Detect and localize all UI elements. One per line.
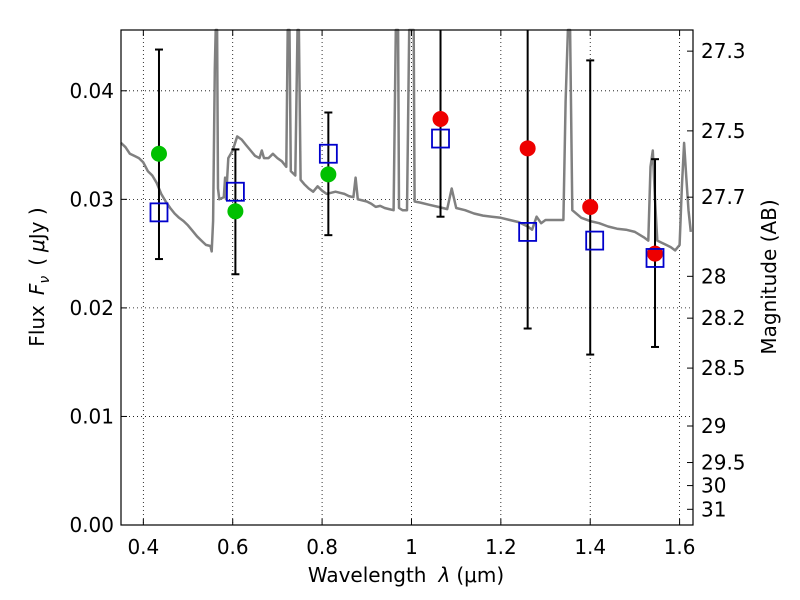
green-circle-point-1 <box>227 203 244 220</box>
red-circle-point-2 <box>582 198 599 215</box>
mag-tick-label: 30 <box>701 474 726 498</box>
x-tick-label: 0.4 <box>127 535 159 559</box>
red-circle-point-0 <box>432 111 449 128</box>
model-point-0 <box>149 202 169 223</box>
y-axis-label-right: Magnitude (AB) <box>757 199 781 354</box>
mag-tick-label: 28.2 <box>701 306 746 330</box>
mag-tick-label: 31 <box>701 497 726 521</box>
y-tick-label: 0.01 <box>69 404 114 428</box>
model-point-2 <box>318 143 338 164</box>
mag-tick-label: 28 <box>701 264 726 288</box>
mag-tick-label: 29 <box>701 414 726 438</box>
mag-tick-label: 29.5 <box>701 451 746 475</box>
model-point-6 <box>645 248 665 268</box>
mag-tick-label: 27.3 <box>701 39 746 63</box>
red-circle-point-3 <box>647 245 664 262</box>
x-tick-label: 1 <box>405 535 418 559</box>
model-point-3 <box>431 128 450 149</box>
red-circle-point-1 <box>519 140 536 157</box>
green-circle-point-0 <box>150 145 167 162</box>
model-point-1 <box>225 181 245 202</box>
mag-tick-label: 27.7 <box>701 185 746 209</box>
model-spectrum-line <box>120 28 693 253</box>
y-tick-label: 0.04 <box>69 79 114 103</box>
mag-tick-label: 28.5 <box>701 356 746 380</box>
x-tick-label: 1.6 <box>664 535 696 559</box>
plot-frame <box>120 29 694 526</box>
plot-area <box>120 28 693 356</box>
model-point-4 <box>518 222 538 242</box>
x-tick-label: 1.4 <box>574 535 606 559</box>
mag-tick-label: 27.5 <box>701 119 746 143</box>
green-circle-point-2 <box>320 166 337 183</box>
model-point-5 <box>585 230 605 251</box>
error-bar-4 <box>523 30 532 330</box>
x-tick-label: 0.6 <box>217 535 249 559</box>
grid-lines <box>121 30 693 526</box>
axes: 0.4 0.6 0.8 1 1.2 1.4 1.6 0.00 0.01 0.02 0.03 0.04 2… <box>69 29 746 559</box>
y-tick-label: 0.03 <box>69 187 114 211</box>
x-tick-label: 1.2 <box>485 535 517 559</box>
x-axis-label: Wavelength λ (μm) <box>308 563 504 587</box>
y-tick-label: 0.00 <box>69 513 114 537</box>
x-tick-label: 0.8 <box>306 535 338 559</box>
y-axis-label-left: FluxFν(μJy ) <box>25 207 53 346</box>
y-tick-label: 0.02 <box>69 296 114 320</box>
